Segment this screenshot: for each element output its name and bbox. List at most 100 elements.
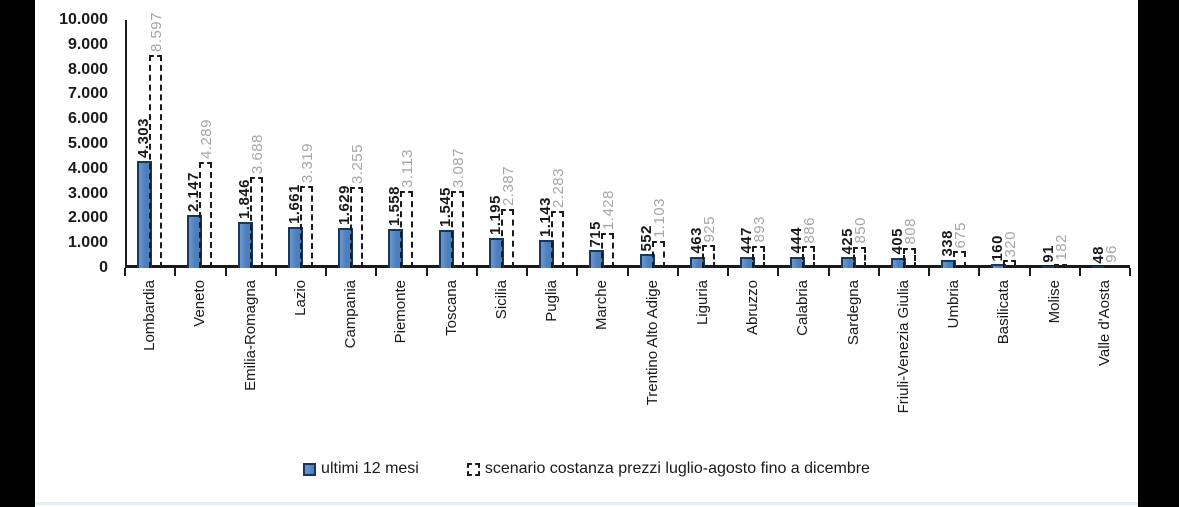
category-group: 405 808 bbox=[879, 20, 929, 268]
bar-ultimi-12-mesi bbox=[689, 256, 705, 268]
x-axis-category-label-text: Molise bbox=[1045, 280, 1063, 324]
y-axis-tick-label: 4.000 bbox=[67, 159, 108, 177]
value-label-ultimi-12-mesi: 2.147 bbox=[185, 171, 203, 212]
x-axis-category-label-text: Umbria bbox=[945, 280, 963, 329]
x-axis-tick bbox=[174, 268, 177, 276]
legend: ultimi 12 mesi scenario costanza prezzi … bbox=[35, 460, 1138, 478]
x-axis-tick bbox=[1078, 268, 1081, 276]
x-axis-category-label-text: Sardegna bbox=[844, 280, 862, 346]
x-axis-category-label: Abruzzo bbox=[728, 280, 778, 455]
bar-scenario bbox=[551, 211, 565, 268]
x-axis-category-label: Toscana bbox=[427, 280, 477, 455]
x-axis-tick bbox=[777, 268, 780, 276]
bar-scenario bbox=[299, 185, 313, 268]
category-group: 447 893 bbox=[728, 20, 778, 268]
bar-ultimi-12-mesi bbox=[639, 254, 655, 268]
bar-ultimi-12-mesi bbox=[589, 250, 605, 268]
x-axis-tick bbox=[978, 268, 981, 276]
bar-scenario bbox=[852, 246, 866, 268]
value-label-scenario: 182 bbox=[1052, 233, 1070, 261]
x-axis-category-label: Lombardia bbox=[125, 280, 175, 455]
legend-label: scenario costanza prezzi luglio-agosto f… bbox=[484, 460, 870, 477]
x-axis-category-label: Calabria bbox=[778, 280, 828, 455]
category-group: 2.147 4.289 bbox=[175, 20, 225, 268]
value-label-scenario: 886 bbox=[801, 216, 819, 244]
x-axis-category-label: Sicilia bbox=[477, 280, 527, 455]
value-label-scenario: 808 bbox=[901, 218, 919, 245]
value-label-ultimi-12-mesi: 1.661 bbox=[285, 183, 303, 224]
category-group: 91 182 bbox=[1030, 20, 1080, 268]
bar-scenario bbox=[1003, 260, 1017, 268]
bar-ultimi-12-mesi bbox=[740, 256, 756, 268]
x-axis-tick bbox=[124, 268, 126, 276]
bar-scenario bbox=[601, 232, 615, 268]
category-group: 338 675 bbox=[929, 20, 979, 268]
category-group: 444 886 bbox=[778, 20, 828, 268]
x-axis-tick bbox=[274, 268, 277, 276]
x-axis-category-label-text: Toscana bbox=[442, 280, 460, 336]
category-group: 1.195 2.387 bbox=[477, 20, 527, 268]
bar-ultimi-12-mesi bbox=[237, 222, 253, 268]
legend-item-scenario: scenario costanza prezzi luglio-agosto f… bbox=[466, 460, 870, 478]
value-label-ultimi-12-mesi: 1.846 bbox=[235, 179, 253, 220]
bar-ultimi-12-mesi bbox=[287, 226, 303, 268]
value-label-scenario: 2.387 bbox=[499, 165, 517, 206]
value-label-ultimi-12-mesi: 1.629 bbox=[336, 184, 354, 225]
x-axis-category-label: Piemonte bbox=[376, 280, 426, 455]
category-group: 552 1.103 bbox=[628, 20, 678, 268]
y-axis-tick-label: 9.000 bbox=[67, 35, 108, 53]
x-axis-category-label: Valle d'Aosta bbox=[1080, 280, 1130, 455]
bar-scenario bbox=[1053, 263, 1067, 268]
bar-ultimi-12-mesi bbox=[388, 229, 404, 268]
x-axis-tick bbox=[526, 268, 528, 276]
x-axis-tick bbox=[375, 268, 378, 276]
bar-scenario bbox=[953, 251, 967, 268]
y-axis-tick-label: 7.000 bbox=[67, 85, 108, 103]
x-axis-category-label-text: Lombardia bbox=[141, 280, 159, 351]
x-axis-tick bbox=[727, 268, 729, 276]
value-label-scenario: 893 bbox=[751, 216, 769, 243]
bar-scenario bbox=[701, 245, 715, 268]
value-label-scenario: 3.319 bbox=[298, 142, 316, 183]
value-label-scenario: 925 bbox=[700, 215, 718, 243]
left-black-border bbox=[0, 0, 35, 507]
bottom-divider bbox=[35, 502, 1138, 505]
category-group: 160 320 bbox=[979, 20, 1029, 268]
y-axis-tick-label: 0 bbox=[99, 259, 108, 276]
x-axis-tick bbox=[576, 268, 579, 276]
x-axis-tick bbox=[1028, 268, 1031, 276]
bar-scenario bbox=[1103, 265, 1117, 268]
bar-scenario bbox=[199, 161, 213, 268]
x-axis-category-label: Veneto bbox=[175, 280, 225, 455]
x-axis-tick bbox=[676, 268, 679, 276]
x-axis-tick bbox=[827, 268, 830, 276]
bar-ultimi-12-mesi bbox=[488, 238, 504, 268]
value-label-scenario: 1.428 bbox=[600, 189, 618, 230]
bar-scenario bbox=[500, 208, 514, 268]
y-axis-tick-label: 3.000 bbox=[67, 184, 108, 202]
x-axis-category-label-text: Lazio bbox=[291, 280, 309, 316]
bar-scenario bbox=[651, 240, 665, 268]
bar-scenario bbox=[149, 54, 163, 268]
x-axis-category-label: Campania bbox=[326, 280, 376, 455]
legend-item-ultimi-12-mesi: ultimi 12 mesi bbox=[303, 460, 419, 478]
bar-scenario bbox=[350, 187, 364, 268]
x-axis-category-label: Umbria bbox=[929, 280, 979, 455]
bar-ultimi-12-mesi bbox=[991, 264, 1007, 268]
value-label-scenario: 3.113 bbox=[399, 148, 417, 188]
value-label-scenario: 8.597 bbox=[148, 11, 166, 52]
value-label-scenario: 320 bbox=[1002, 230, 1020, 258]
x-axis-category-label: Puglia bbox=[527, 280, 577, 455]
category-group: 715 1.428 bbox=[577, 20, 627, 268]
bar-ultimi-12-mesi bbox=[840, 257, 856, 268]
x-axis-category-label: Molise bbox=[1030, 280, 1080, 455]
bar-ultimi-12-mesi bbox=[187, 214, 203, 268]
x-axis-tick bbox=[425, 268, 428, 276]
x-axis-tick bbox=[1129, 268, 1131, 276]
x-axis-category-label: Trentino Alto Adige bbox=[628, 280, 678, 455]
x-axis-category-label-text: Valle d'Aosta bbox=[1095, 280, 1113, 366]
x-axis-category-label-text: Calabria bbox=[794, 280, 812, 336]
category-group: 1.629 3.255 bbox=[326, 20, 376, 268]
x-axis-category-label: Liguria bbox=[678, 280, 728, 455]
